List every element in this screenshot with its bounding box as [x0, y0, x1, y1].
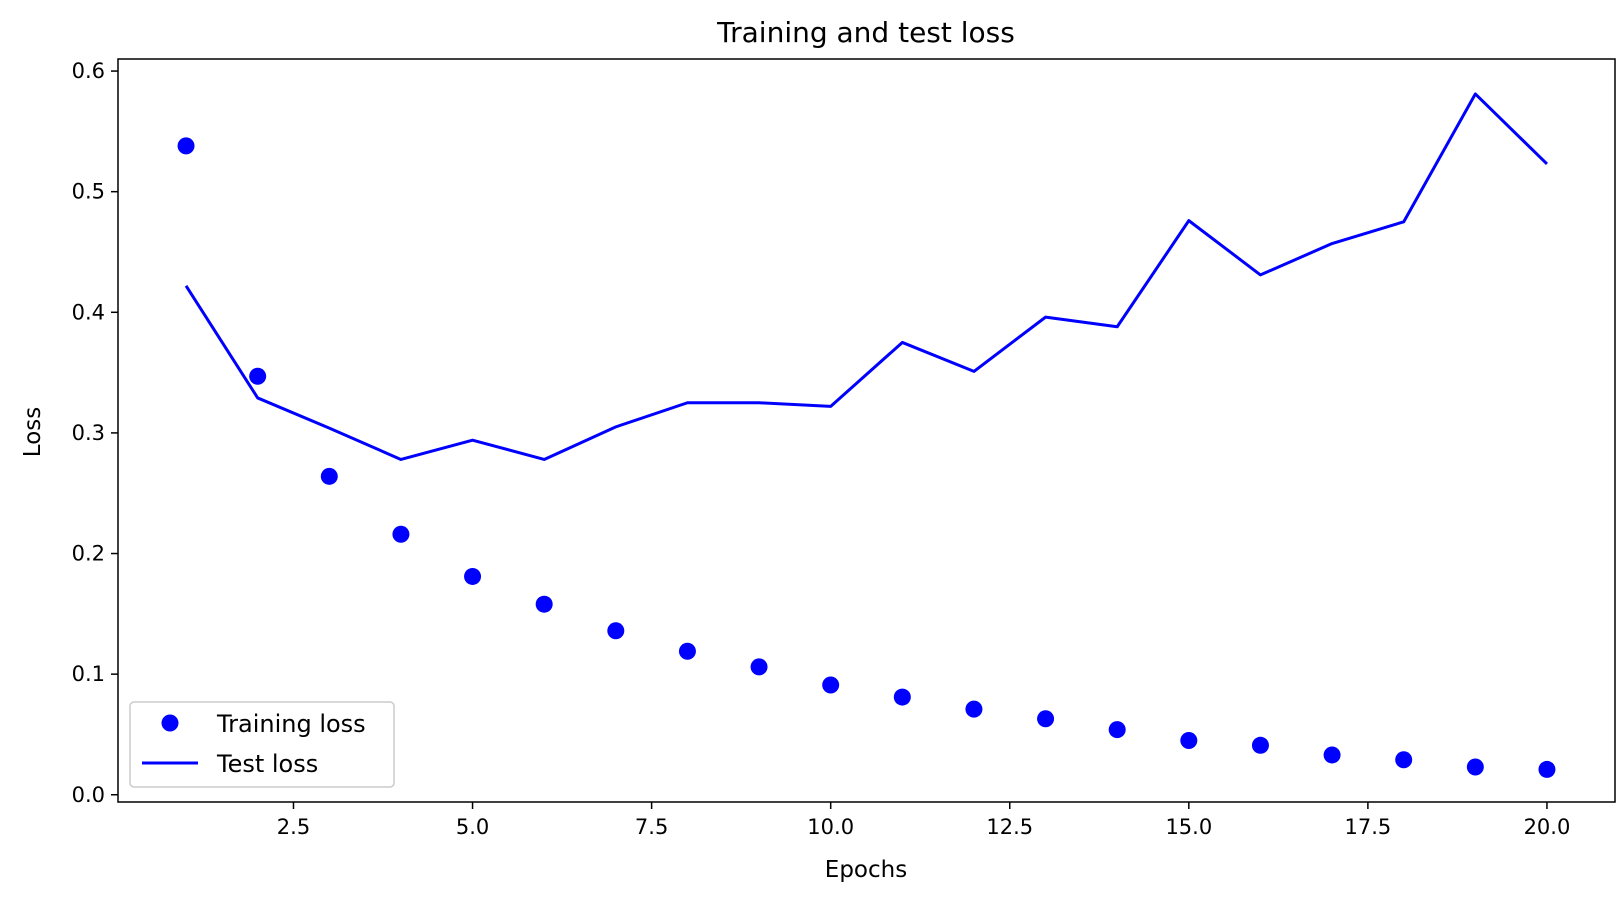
- x-tick-label: 7.5: [635, 815, 668, 839]
- x-tick-label: 5.0: [456, 815, 489, 839]
- training-loss-point: [822, 676, 840, 694]
- y-tick-label: 0.0: [72, 783, 105, 807]
- training-loss-point: [464, 567, 482, 585]
- legend-label-training: Training loss: [216, 710, 366, 738]
- training-loss-point: [1180, 731, 1198, 749]
- y-tick-label: 0.3: [72, 421, 105, 445]
- legend-marker-training: [161, 714, 179, 732]
- training-loss-point: [750, 658, 768, 676]
- training-loss-point: [1108, 721, 1126, 739]
- training-loss-point: [392, 525, 410, 543]
- y-tick-label: 0.5: [72, 180, 105, 204]
- x-tick-label: 17.5: [1345, 815, 1392, 839]
- training-loss-point: [1395, 751, 1413, 769]
- y-tick-label: 0.6: [72, 59, 105, 83]
- test-loss-line: [184, 92, 1549, 461]
- y-axis-label: Loss: [20, 407, 46, 457]
- training-loss-point: [1466, 758, 1484, 776]
- training-loss-point: [965, 700, 983, 718]
- training-loss-point: [177, 137, 195, 155]
- legend-label-test: Test loss: [216, 750, 318, 778]
- training-loss-point: [1037, 710, 1055, 728]
- training-loss-point: [678, 642, 696, 660]
- legend: Training loss Test loss: [129, 701, 395, 788]
- chart-title: Training and test loss: [716, 16, 1015, 49]
- legend-box: [129, 701, 395, 788]
- training-loss-point: [893, 688, 911, 706]
- y-tick-label: 0.4: [72, 300, 105, 324]
- x-tick-label: 15.0: [1165, 815, 1212, 839]
- training-loss-point: [320, 467, 338, 485]
- training-loss-point: [1251, 736, 1269, 754]
- y-tick-label: 0.2: [72, 542, 105, 566]
- plot-frame: [117, 58, 1616, 803]
- x-axis: 2.5 5.0 7.5 10.0 12.5 15.0 17.5 20.0: [277, 802, 1571, 839]
- plot-area: [177, 92, 1556, 778]
- y-tick-label: 0.1: [72, 662, 105, 686]
- training-loss-point: [535, 595, 553, 613]
- x-axis-label: Epochs: [825, 857, 907, 883]
- y-axis: 0.0 0.1 0.2 0.3 0.4 0.5 0.6: [72, 59, 118, 807]
- x-tick-label: 2.5: [277, 815, 310, 839]
- training-loss-point: [607, 622, 625, 640]
- training-loss-point: [1538, 760, 1556, 778]
- x-tick-label: 12.5: [986, 815, 1033, 839]
- x-tick-label: 20.0: [1524, 815, 1571, 839]
- training-loss-point: [1323, 746, 1341, 764]
- x-tick-label: 10.0: [807, 815, 854, 839]
- training-loss-point: [249, 367, 267, 385]
